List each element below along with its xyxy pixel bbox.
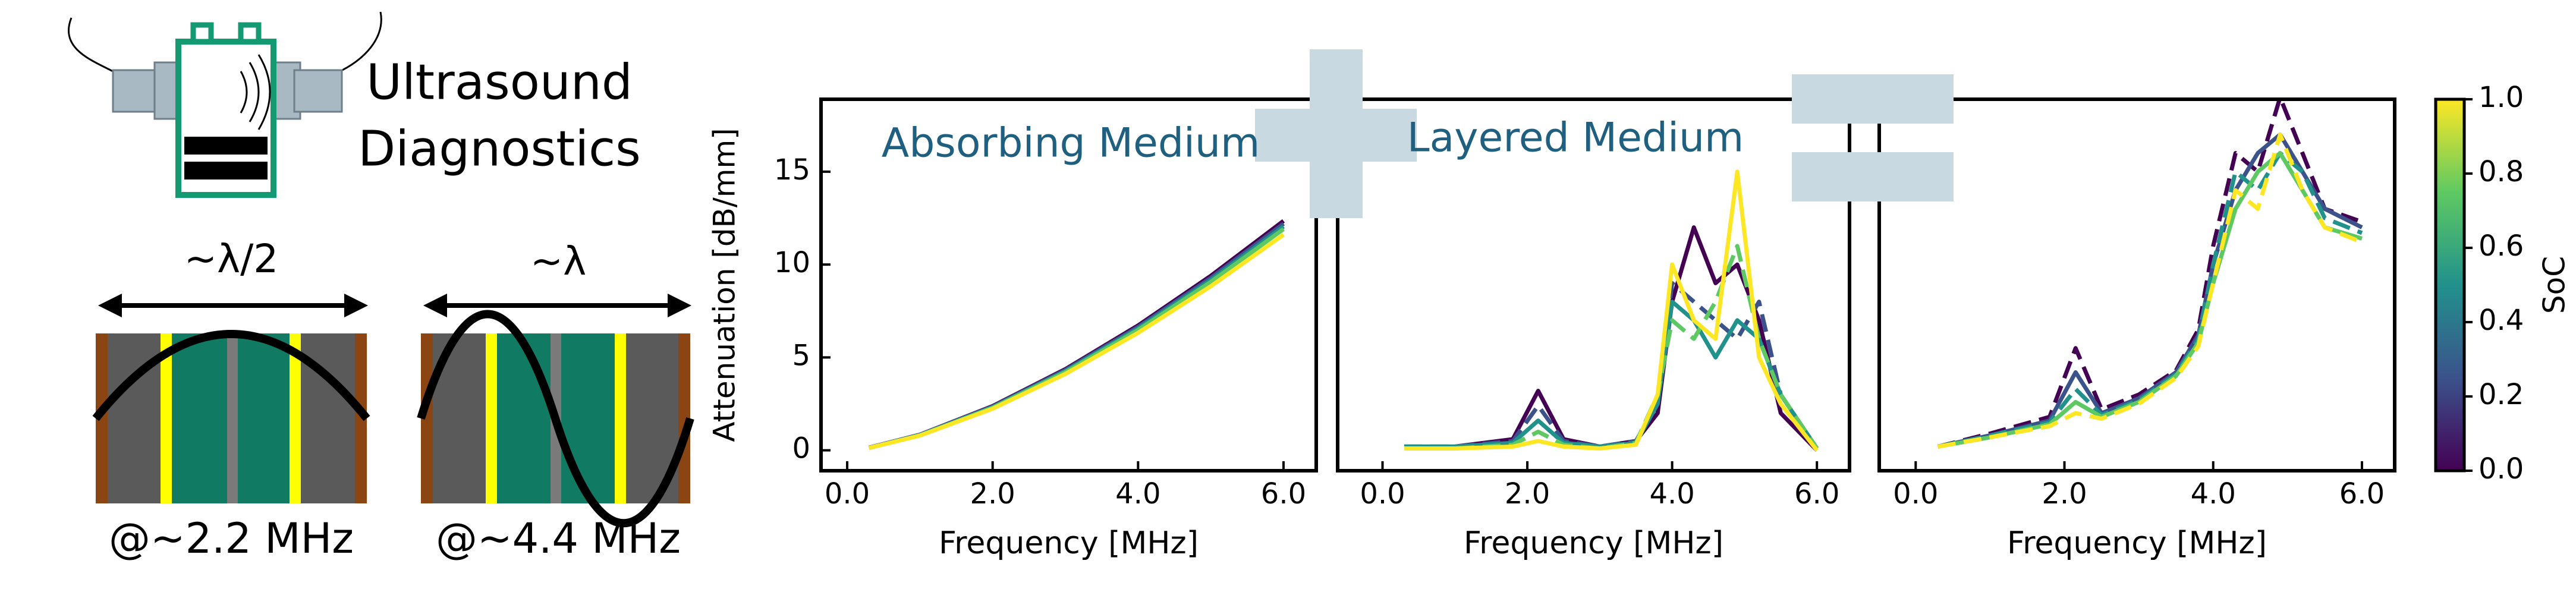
panel-titles: Absorbing Medium Layered Medium bbox=[882, 115, 1744, 167]
diagram-title-line: Ultrasound bbox=[366, 54, 633, 111]
x-axis-label: Frequency [MHz] bbox=[939, 525, 1199, 561]
y-tick-label: 0 bbox=[792, 432, 810, 465]
y-tick-label: 5 bbox=[792, 339, 810, 372]
x-axis-label: Frequency [MHz] bbox=[2007, 525, 2267, 561]
x-tick-label: 6.0 bbox=[1261, 477, 1306, 511]
data-line bbox=[1937, 132, 2363, 449]
axes-frame bbox=[819, 97, 1318, 473]
x-tick-label: 6.0 bbox=[1794, 477, 1839, 511]
frequency-label: @~4.4 MHz bbox=[436, 514, 681, 563]
data-line bbox=[1937, 151, 2363, 449]
colorbar bbox=[2434, 97, 2466, 473]
colorbar-tick-label: 0.2 bbox=[2479, 378, 2524, 411]
x-tick-label: 2.0 bbox=[970, 477, 1015, 511]
panel-title: Absorbing Medium bbox=[882, 120, 1260, 167]
x-tick-label: 0.0 bbox=[825, 477, 870, 511]
transducer-icon bbox=[67, 11, 382, 198]
panel-title: Layered Medium bbox=[1407, 115, 1744, 162]
data-line bbox=[1404, 169, 1819, 452]
layer-block bbox=[92, 330, 370, 503]
data-line bbox=[868, 219, 1285, 450]
y-axis-label: Attenuation [dB/mm] bbox=[707, 128, 742, 442]
x-tick-label: 2.0 bbox=[1505, 477, 1550, 511]
wavelength-label: ~λ bbox=[530, 238, 586, 284]
frequency-label: @~2.2 MHz bbox=[109, 514, 354, 563]
data-line bbox=[1404, 300, 1819, 450]
y-tick-label: 10 bbox=[774, 246, 810, 279]
mode-arrows bbox=[98, 294, 691, 317]
axes-frame bbox=[1336, 97, 1851, 473]
x-tick-label: 6.0 bbox=[2339, 477, 2385, 511]
x-tick-label: 0.0 bbox=[1893, 477, 1938, 511]
data-line bbox=[868, 227, 1285, 450]
diagram-title-line: Diagnostics bbox=[358, 121, 641, 177]
data-line bbox=[1937, 151, 2363, 449]
data-line bbox=[1404, 244, 1819, 451]
x-axis-label: Frequency [MHz] bbox=[1464, 525, 1723, 561]
x-tick-label: 0.0 bbox=[1360, 477, 1405, 511]
x-tick-label: 4.0 bbox=[1115, 477, 1160, 511]
colorbar-tick-label: 0.8 bbox=[2479, 155, 2524, 188]
colorbar-tick-label: 0.4 bbox=[2479, 304, 2524, 337]
operator-signs bbox=[1255, 49, 1954, 218]
data-line bbox=[868, 225, 1285, 450]
x-tick-label: 4.0 bbox=[2191, 477, 2236, 511]
data-line bbox=[868, 232, 1285, 451]
y-tick-label: 15 bbox=[774, 153, 810, 187]
wavelength-label: ~λ/2 bbox=[184, 236, 279, 282]
colorbar-tick-label: 1.0 bbox=[2479, 81, 2524, 114]
x-tick-label: 2.0 bbox=[2042, 477, 2087, 511]
plots: 0.0 2.0 4.0 6.0 0 5 10 15 Frequency [MHz] Attenua… bbox=[707, 81, 2572, 561]
colorbar-tick-label: 0.0 bbox=[2479, 452, 2524, 486]
axes-frame bbox=[1877, 97, 2396, 473]
x-tick-label: 4.0 bbox=[1649, 477, 1694, 511]
data-line bbox=[1937, 99, 2363, 449]
data-line bbox=[868, 222, 1285, 450]
colorbar-label: SoC bbox=[2537, 256, 2572, 314]
colorbar-tick-label: 0.6 bbox=[2479, 229, 2524, 263]
layer-block bbox=[417, 310, 694, 528]
